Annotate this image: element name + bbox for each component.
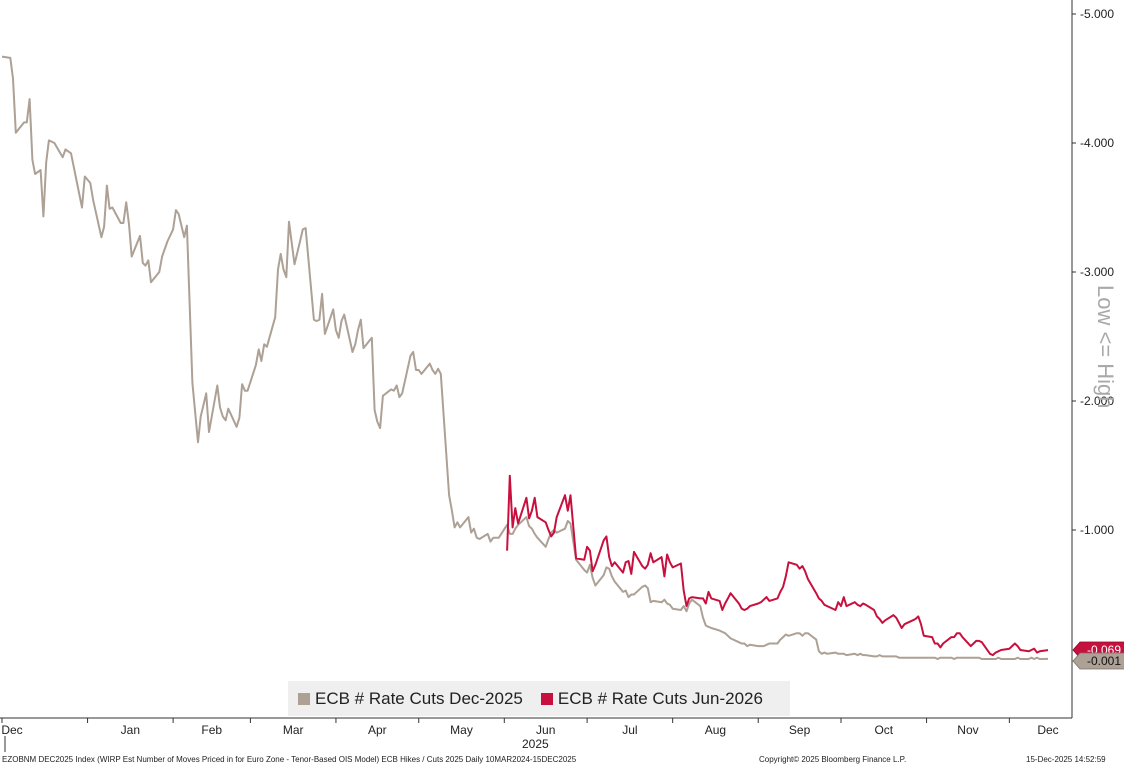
legend-item-jun-2026[interactable]: ECB # Rate Cuts Jun-2026 xyxy=(540,688,763,709)
y-tick-label: -2.000 xyxy=(1080,394,1114,408)
x-tick-label: Sep xyxy=(789,723,811,737)
axes: -5.000 -4.000 -3.000 -2.000 -1.000 Dec Jan Feb M… xyxy=(0,0,1114,752)
x-axis-year-label: 2025 xyxy=(522,737,549,751)
legend-swatch-jun-2026 xyxy=(540,692,553,705)
legend-swatch-dec-2025 xyxy=(298,692,310,705)
x-tick-label: Dec xyxy=(1,723,22,737)
legend-label-jun-2026: ECB # Rate Cuts Jun-2026 xyxy=(557,688,763,708)
x-tick-label: Mar xyxy=(283,723,304,737)
x-tick-label: Jan xyxy=(121,723,140,737)
x-tick-label: May xyxy=(450,723,473,737)
x-tick-label: Aug xyxy=(705,723,726,737)
y-tick-label: -4.000 xyxy=(1080,136,1114,150)
series-line-0 xyxy=(1,55,1049,660)
x-tick-label: Nov xyxy=(957,723,978,737)
footer-copyright: Copyright© 2025 Bloomberg Finance L.P. xyxy=(759,755,907,764)
last-value-box-0 xyxy=(1072,652,1124,670)
y-tick-label: -5.000 xyxy=(1080,7,1114,21)
footer-description: EZOBNM DEC2025 Index (WIRP Est Number of… xyxy=(2,755,577,764)
series-line-1 xyxy=(506,474,1049,657)
y-tick-label: -1.000 xyxy=(1080,523,1114,537)
x-tick-label: Jul xyxy=(622,723,637,737)
series-layer xyxy=(1,55,1049,660)
legend-item-dec-2025[interactable]: ECB # Rate Cuts Dec-2025 xyxy=(298,689,523,709)
legend-label-dec-2025: ECB # Rate Cuts Dec-2025 xyxy=(315,688,523,708)
x-tick-label: Feb xyxy=(201,723,222,737)
legend: ECB # Rate Cuts Dec-2025 ECB # Rate Cuts… xyxy=(288,681,790,716)
x-tick-label: Jun xyxy=(536,723,555,737)
x-tick-label: Oct xyxy=(874,723,893,737)
last-value-text-0: -0.001 xyxy=(1087,654,1121,668)
y-axis-title: Low <= High xyxy=(1093,285,1118,409)
value-labels: -0.069-0.001 xyxy=(1072,641,1124,670)
y-tick-label: -3.000 xyxy=(1080,265,1114,279)
x-tick-label: Dec xyxy=(1037,723,1058,737)
footer-timestamp: 15-Dec-2025 14:52:59 xyxy=(1026,755,1106,764)
last-value-label-0: -0.001 xyxy=(1072,652,1124,670)
x-tick-label: Apr xyxy=(368,723,387,737)
